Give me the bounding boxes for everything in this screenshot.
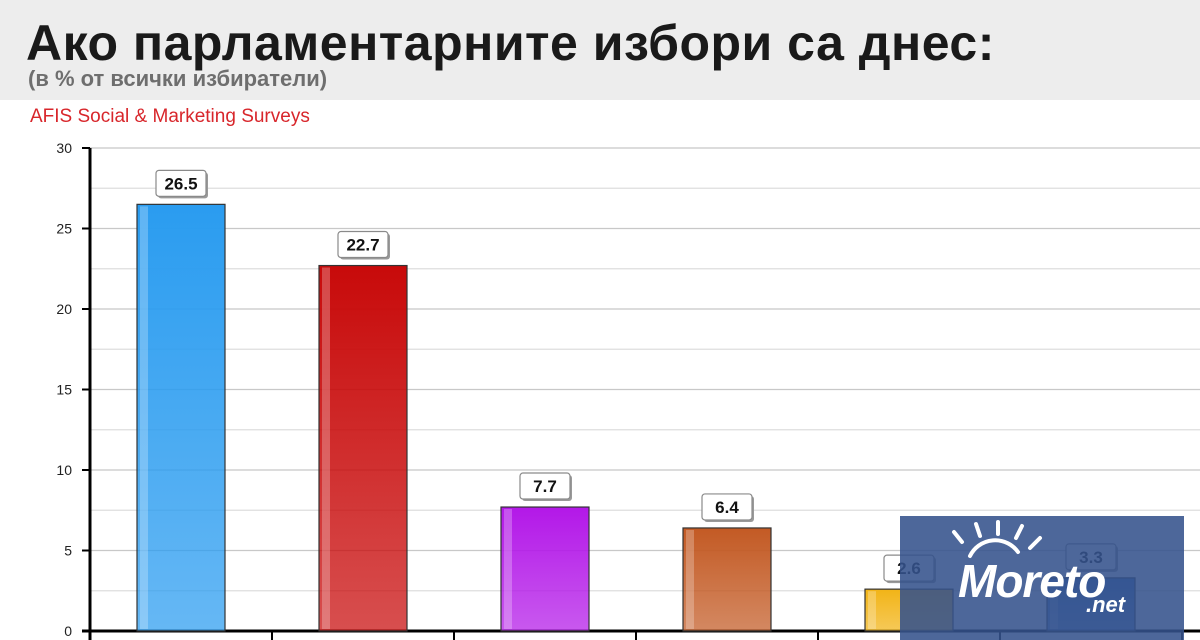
y-tick-label: 30 [56,140,72,156]
data-label-box [519,472,571,500]
bar-highlight [868,591,876,629]
bar [318,264,408,632]
chart-subtitle: (в % от всички избиратели) [28,66,328,91]
y-tick-label: 20 [56,301,72,317]
data-label-box [155,169,207,197]
chart-header: Ако парламентарните избори са днес: (в %… [0,0,1200,100]
data-label: 22.7 [346,236,379,255]
data-label-box [701,493,753,521]
bar-highlight [322,267,330,629]
y-tick-label: 10 [56,462,72,478]
watermark-suffix: .net [1086,592,1126,617]
watermark-logo: Moreto .net [900,516,1184,640]
chart-title: Ако парламентарните избори са днес: [26,15,995,71]
y-tick-label: 0 [64,623,72,639]
data-label: 26.5 [164,174,197,193]
y-tick-label: 25 [56,221,72,237]
data-label-box [337,230,389,259]
bar [136,203,226,632]
y-tick-label: 5 [64,543,72,559]
bar-highlight [140,206,148,629]
y-tick-label: 15 [56,382,72,398]
bar [500,506,590,632]
data-label: 6.4 [715,498,739,517]
source-label: AFIS Social & Marketing Surveys [30,106,310,127]
bar-highlight [504,509,512,629]
bar-highlight [686,529,694,629]
bar [682,527,772,632]
watermark-brand: Moreto [958,555,1106,607]
data-label: 7.7 [533,477,557,496]
sun-icon [952,520,1042,558]
